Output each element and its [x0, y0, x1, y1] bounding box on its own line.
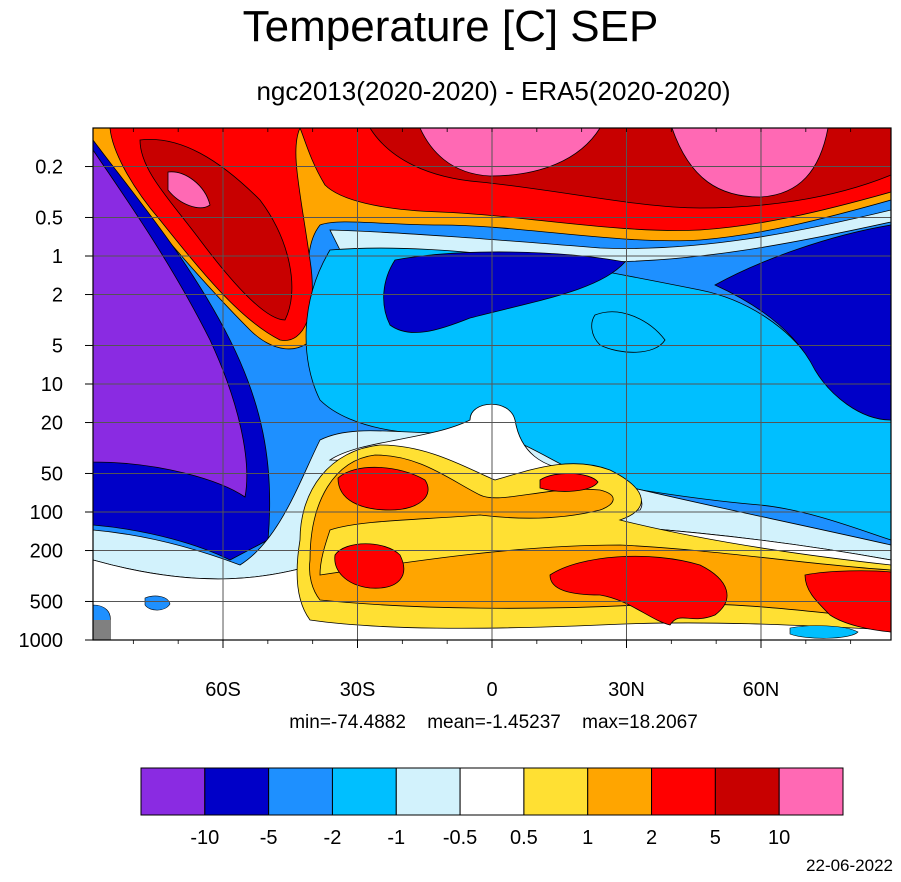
field-pink-plume: [167, 171, 211, 209]
field-dark-blue-right: [714, 224, 891, 421]
colorbar-swatch: [459, 767, 525, 816]
colorbar-label: -2: [324, 827, 342, 849]
x-axis: 60S 30S 0 30N 60N: [132, 128, 852, 701]
colorbar-label: 0.5: [510, 827, 538, 849]
colorbar-swatch: [523, 767, 589, 816]
colorbar-swatch: [331, 767, 397, 816]
field-red-trop-2: [539, 473, 599, 492]
y-tick-label: 0.5: [35, 207, 63, 229]
y-tick-label: 10: [41, 374, 63, 396]
colorbar-label: 5: [710, 827, 721, 849]
field-blue-surface-2: [789, 625, 859, 639]
y-tick-label: 0.2: [35, 157, 63, 179]
colorbar-swatch: [140, 767, 206, 816]
x-tick-label: 60S: [205, 679, 241, 701]
stat-min: min=-74.4882: [289, 712, 406, 733]
stat-max: max=18.2067: [582, 712, 698, 733]
field-red-trop-3: [334, 543, 405, 589]
y-tick-label: 1: [52, 246, 63, 268]
colorbar-swatch: [651, 767, 716, 816]
colorbar: -10 -5 -2 -1 -0.5 0.5 1 2 5 10: [140, 767, 844, 849]
y-tick-label: 20: [41, 413, 63, 435]
field-pink-top-left: [419, 128, 601, 177]
colorbar-swatch: [778, 767, 844, 816]
chart-title: Temperature [C] SEP: [242, 2, 659, 51]
colorbar-swatch: [714, 767, 780, 816]
y-tick-label: 50: [41, 463, 63, 485]
colorbar-label: -0.5: [443, 827, 477, 849]
colorbar-label: -10: [190, 827, 219, 849]
y-tick-label: 5: [52, 335, 63, 357]
x-tick-label: 60N: [743, 679, 780, 701]
x-tick-label: 30S: [340, 679, 376, 701]
colorbar-label: -1: [387, 827, 405, 849]
y-tick-label: 1000: [19, 630, 64, 652]
field-dark-blue-left: [383, 251, 626, 333]
y-tick-label: 500: [30, 591, 63, 613]
field-cyan-small: [591, 311, 666, 353]
colorbar-swatch: [268, 767, 333, 816]
y-tick-label: 100: [30, 502, 63, 524]
colorbar-swatch: [204, 767, 270, 816]
y-axis: 0.2 0.5 1 2 5 10 20 50 100 200 500 1000: [19, 157, 93, 652]
stat-mean: mean=-1.45237: [427, 712, 561, 733]
y-tick-label: 2: [52, 285, 63, 307]
colorbar-label: 1: [582, 827, 593, 849]
y-tick-label: 200: [30, 541, 63, 563]
field-red-trop-4: [549, 555, 728, 626]
chart-subtitle: ngc2013(2020-2020) - ERA5(2020-2020): [256, 76, 731, 106]
colorbar-label: 10: [768, 827, 790, 849]
colorbar-swatch: [395, 767, 461, 816]
x-tick-label: 30N: [608, 679, 645, 701]
date-stamp: 22-06-2022: [806, 856, 893, 875]
colorbar-swatch: [587, 767, 653, 816]
field-red-trop-1: [337, 466, 429, 511]
colorbar-label: -5: [260, 827, 278, 849]
x-tick-label: 0: [486, 679, 497, 701]
stats-line: min=-74.4882 mean=-1.45237 max=18.2067: [0, 712, 901, 734]
colorbar-label: 2: [646, 827, 657, 849]
field-blue-surface-1: [144, 595, 171, 611]
field-violet-sh: [93, 149, 248, 498]
terrain-mask: [93, 620, 111, 640]
